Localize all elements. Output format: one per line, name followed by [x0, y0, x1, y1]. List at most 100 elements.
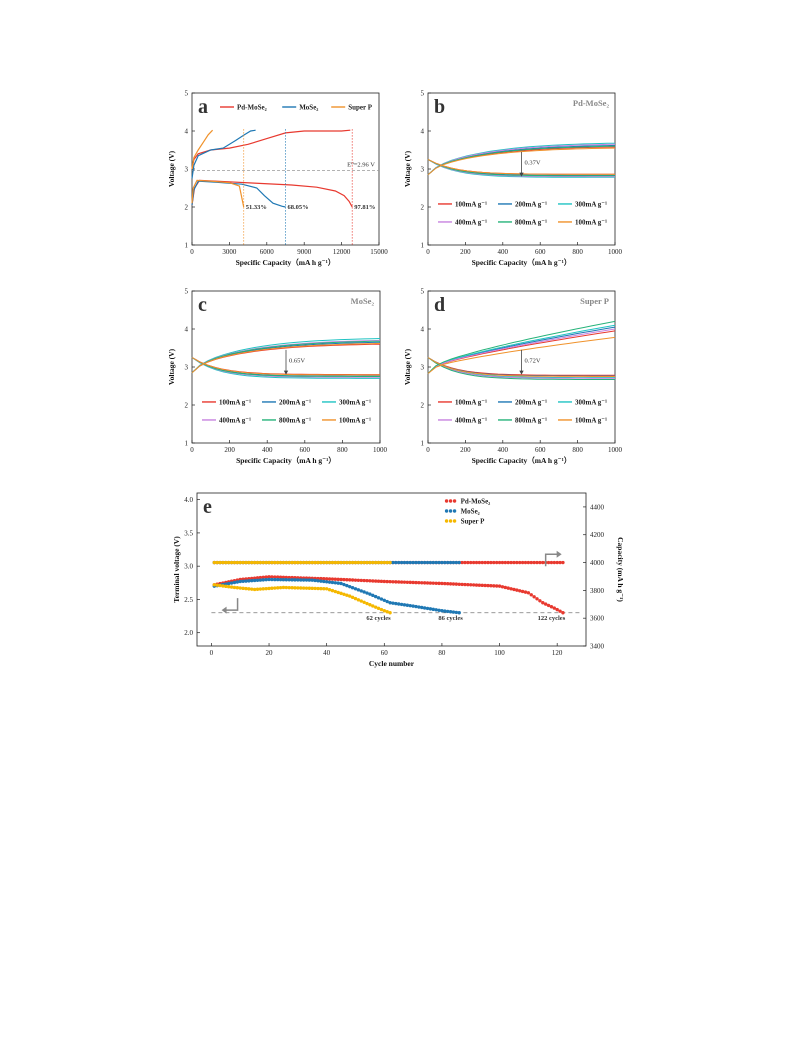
voltage-point	[469, 583, 473, 587]
capacity-point	[264, 560, 268, 565]
capacity-point	[448, 560, 453, 565]
voltage-point	[290, 586, 294, 590]
voltage-point	[379, 607, 384, 612]
capacity-point	[538, 560, 542, 565]
capacity-point	[313, 560, 317, 565]
voltage-point	[333, 589, 338, 594]
y-tick-label: 4	[421, 128, 425, 136]
voltage-point	[382, 598, 386, 602]
legend-dot	[448, 509, 453, 513]
capacity-point	[425, 560, 430, 565]
voltage-point	[339, 577, 343, 582]
capacity-point	[391, 560, 395, 565]
capacity-point	[532, 560, 536, 565]
voltage-point	[353, 587, 358, 591]
y-tick-label: 3	[421, 364, 425, 372]
capacity-point	[371, 560, 375, 565]
voltage-point	[270, 575, 274, 579]
voltage-point	[278, 577, 283, 582]
voltage-point	[420, 605, 424, 610]
capacity-point	[316, 560, 320, 565]
voltage-point	[353, 578, 358, 582]
capacity-point	[244, 560, 248, 565]
voltage-point	[319, 579, 323, 583]
y-tick-label: 3	[421, 166, 425, 174]
voltage-point	[434, 608, 438, 612]
capacity-point	[463, 560, 467, 565]
voltage-point	[434, 581, 438, 585]
voltage-point	[474, 583, 479, 587]
voltage-point	[365, 591, 369, 595]
voltage-point	[538, 599, 542, 603]
capacity-point	[397, 560, 401, 565]
voltage-point	[373, 605, 378, 609]
voltage-point	[232, 585, 237, 590]
capacity-point	[368, 560, 372, 565]
voltage-point	[333, 581, 338, 585]
voltage-point	[417, 605, 421, 609]
voltage-point	[532, 595, 536, 599]
voltage-point	[345, 593, 349, 597]
capacity-point	[477, 560, 482, 565]
voltage-point	[503, 585, 508, 590]
voltage-point	[250, 587, 254, 591]
legend-label: 800mA g⁻¹	[515, 218, 547, 226]
voltage-point	[313, 578, 317, 583]
voltage-point	[284, 575, 289, 580]
efficiency-label: 51.33%	[246, 204, 267, 211]
capacity-point	[549, 560, 554, 565]
voltage-point	[307, 578, 312, 582]
curve-mose-charge	[191, 129, 256, 179]
voltage-point	[273, 575, 277, 579]
y-tick-label: 3.0	[184, 563, 193, 571]
x-tick-label: 600	[535, 248, 546, 256]
voltage-point	[368, 592, 372, 596]
voltage-point	[258, 587, 263, 591]
capacity-point	[469, 560, 473, 565]
legend-label: 400mA g⁻¹	[219, 416, 251, 424]
capacity-point	[512, 560, 516, 565]
voltage-point	[229, 585, 234, 589]
legend-label: 400mA g⁻¹	[455, 416, 487, 424]
capacity-point	[350, 560, 355, 565]
legend-label: 100mA g⁻¹	[339, 416, 371, 424]
voltage-point	[388, 579, 392, 584]
voltage-point	[224, 584, 228, 589]
capacity-point	[466, 560, 470, 565]
x-tick-label: 0	[426, 248, 430, 256]
voltage-point	[252, 576, 257, 580]
capacity-point	[238, 560, 242, 565]
capacity-point	[497, 560, 502, 565]
capacity-point	[362, 560, 366, 565]
y-axis-label: Voltage (V)	[403, 150, 412, 187]
legend-label: 200mA g⁻¹	[515, 398, 547, 406]
voltage-point	[555, 607, 559, 612]
voltage-point	[506, 586, 510, 590]
voltage-point	[518, 589, 522, 593]
voltage-point	[235, 586, 240, 590]
capacity-point	[535, 560, 539, 565]
voltage-point	[365, 578, 369, 583]
y-tick-label: 2	[421, 204, 425, 212]
capacity-point	[218, 560, 222, 565]
capacity-point	[319, 560, 323, 565]
capacity-point	[365, 560, 369, 565]
voltage-point	[304, 578, 309, 582]
voltage-point	[324, 577, 329, 581]
voltage-point	[301, 578, 306, 582]
voltage-point	[241, 579, 245, 583]
x-tick-label: 200	[460, 248, 471, 256]
voltage-point	[379, 597, 384, 601]
y-tick-label: 2.0	[184, 629, 193, 637]
legend-dot	[452, 519, 457, 523]
voltage-point	[385, 610, 389, 614]
voltage-point	[362, 600, 366, 604]
voltage-point	[287, 578, 291, 582]
voltage-point	[310, 586, 314, 591]
legend-label: Pd-MoSe₂	[461, 498, 491, 506]
capacity-point	[492, 560, 496, 565]
right-axis-arrowhead	[556, 550, 562, 558]
capacity-point	[232, 560, 237, 565]
capacity-point	[267, 560, 271, 565]
capacity-point	[500, 560, 505, 565]
